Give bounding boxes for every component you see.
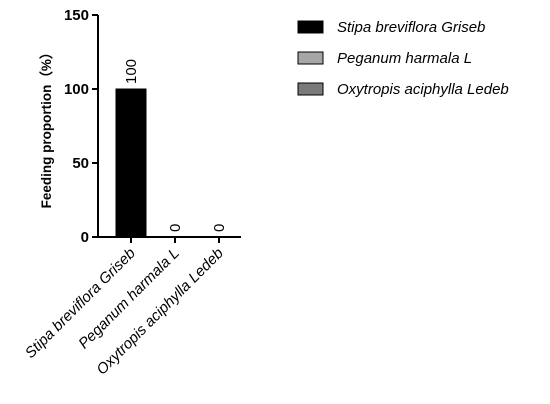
y-tick-label: 50 — [72, 155, 89, 172]
legend-swatch — [297, 51, 324, 65]
data-label: 0 — [211, 224, 228, 232]
legend-label: Peganum harmala L — [337, 50, 472, 67]
y-tick-label: 150 — [64, 7, 89, 24]
legend: Stipa breviflora Griseb Peganum harmala L… — [297, 19, 509, 98]
bar — [115, 88, 147, 238]
y-axis-label: Feeding proportion（%） — [39, 46, 54, 209]
data-label: 100 — [123, 59, 140, 84]
y-tick-label: 100 — [64, 81, 89, 98]
y-tick-label: 0 — [81, 229, 89, 246]
legend-label: Stipa breviflora Griseb — [337, 19, 485, 36]
data-label: 0 — [167, 224, 184, 232]
legend-label: Oxytropis aciphylla Ledeb — [337, 81, 509, 98]
legend-swatch — [297, 20, 324, 34]
legend-swatch — [297, 82, 324, 96]
